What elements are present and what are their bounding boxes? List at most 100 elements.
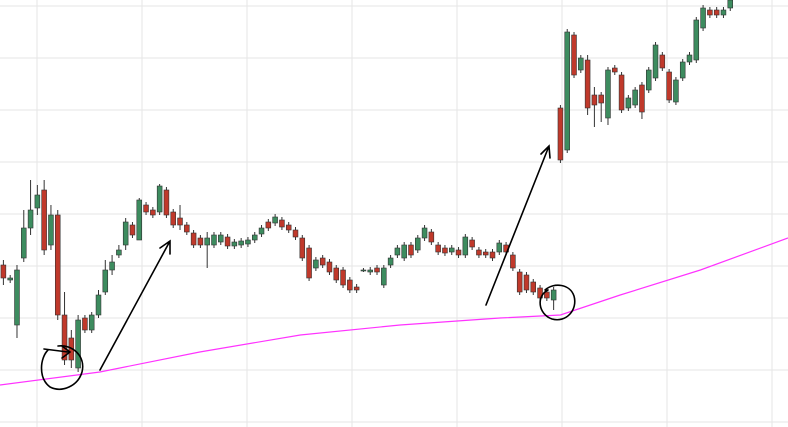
candle-body [299,237,306,259]
candle-body [272,216,278,224]
candle-body [544,291,550,299]
annotation-arrow [43,345,72,359]
candle-body [448,247,455,253]
candle-body [285,224,292,231]
candle-body [326,261,333,273]
candle-body [102,269,109,293]
candle-body [116,249,122,256]
candle-body [14,269,20,326]
candle-body [163,189,170,216]
candle-body [27,209,34,229]
candle-body [156,185,163,213]
candle-body [238,240,244,246]
candle-body [190,232,197,246]
candle-body [313,259,319,269]
candle-body [265,221,272,229]
candle-body [496,242,503,253]
candle-body [442,247,448,254]
candle-body [679,61,686,79]
candle-body [713,9,720,16]
candle-body [360,269,367,272]
candle-body [387,257,394,266]
candle-body [381,267,387,286]
candle-body [550,289,557,301]
candle-body [564,31,570,151]
candle-body [401,244,407,259]
candle-body [48,214,54,246]
candle-body [150,209,156,216]
candle-body [170,211,176,226]
horizontal-grid [0,5,788,423]
candle-body [612,67,618,73]
candle-body [598,94,604,104]
candle-body [571,34,577,76]
candle-body [122,221,129,246]
candle-body [353,286,360,291]
candles [0,0,734,372]
candle-body [319,257,326,266]
candle-body [347,279,353,291]
candle-body [109,261,115,271]
candle-body [184,224,190,233]
candle-body [218,234,224,243]
candle-body [455,249,462,256]
candle-body [251,234,258,241]
candle-body [204,237,210,246]
candle-body [0,264,7,279]
candle-body [510,254,516,269]
candle-body [211,234,217,246]
candle-body [258,227,265,235]
candle-body [476,249,482,256]
candle-body [61,314,68,361]
candle-body [129,224,136,236]
candle-body [639,84,645,113]
candle-body [489,251,496,259]
candle-body [367,269,373,273]
candle-body [245,239,251,245]
candle-body [75,319,81,369]
candle-body [95,294,102,316]
candle-body [666,71,672,101]
candle-body [34,194,41,209]
candle-body [279,219,285,228]
candle-body [469,239,475,248]
candle-body [727,0,734,9]
annotation-circle [539,284,576,321]
annotations [40,144,576,390]
candle-body [306,247,312,279]
candle-body [41,189,47,251]
candle-body [197,237,204,246]
candle-body [625,97,632,109]
candle-body [21,227,27,259]
annotation-arrow [485,144,551,306]
candle-body [605,69,611,119]
candle-body [292,229,299,238]
candle-body [143,204,149,213]
candle-body [578,57,584,71]
candle-body [340,269,346,286]
candle-body [421,227,428,239]
candle-body [645,69,652,91]
candle-body [462,236,469,256]
candle-body [54,214,61,316]
candle-body [333,267,340,281]
candle-body [428,231,435,243]
candle-body [231,241,238,247]
candle-body [408,244,414,256]
candle-body [177,217,183,226]
candle-body [673,79,679,103]
annotation-arrow [99,239,171,371]
candle-body [693,19,700,61]
candle-body [136,199,143,241]
candle-body [632,89,638,106]
moving-average-line [0,237,788,386]
candle-body [584,59,591,109]
candle-body [659,54,666,69]
candle-body [88,314,95,331]
candle-body [82,317,88,331]
candle-body [530,281,537,293]
candle-body [652,44,659,79]
candle-body [686,54,693,63]
moving-average [0,237,788,386]
